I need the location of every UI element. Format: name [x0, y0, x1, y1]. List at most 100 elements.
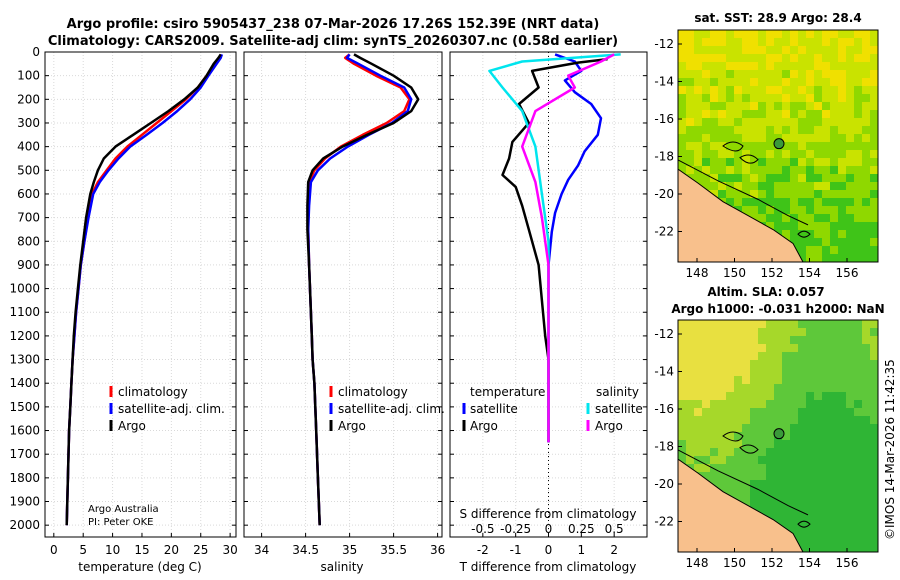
- map-cell: [854, 86, 862, 94]
- map-cell: [822, 464, 830, 472]
- map-cell: [710, 392, 718, 400]
- map-cell: [854, 230, 862, 238]
- map-cell: [742, 102, 750, 110]
- salinity-legend: climatology satellite-adj. clim. Argo: [329, 385, 445, 433]
- map-cell: [870, 214, 878, 222]
- map-cell: [822, 102, 830, 110]
- map-cell: [814, 328, 822, 336]
- map-cell: [718, 182, 726, 190]
- map-cell: [782, 174, 790, 182]
- map-cell: [790, 520, 798, 528]
- map-cell: [774, 360, 782, 368]
- depth-tick-label: 1100: [9, 305, 40, 319]
- map-cell: [766, 142, 774, 150]
- map-cell: [766, 182, 774, 190]
- depth-tick-label: 300: [17, 116, 40, 130]
- map-cell: [854, 38, 862, 46]
- map-cell: [830, 102, 838, 110]
- map-cell: [822, 254, 830, 262]
- map-cell: [854, 536, 862, 544]
- map-cell: [846, 360, 854, 368]
- map-cell: [710, 54, 718, 62]
- map-cell: [830, 336, 838, 344]
- map-cell: [822, 214, 830, 222]
- map-cell: [870, 94, 878, 102]
- map-cell: [822, 440, 830, 448]
- map-cell: [806, 190, 814, 198]
- map-cell: [694, 352, 702, 360]
- map-cell: [758, 86, 766, 94]
- map-cell: [694, 150, 702, 158]
- map-cell: [846, 78, 854, 86]
- map-cell: [830, 246, 838, 254]
- map-cell: [790, 344, 798, 352]
- map-cell: [734, 198, 742, 206]
- difference-legend: temperature salinity satellite Argo sate…: [462, 385, 643, 433]
- map-cell: [758, 384, 766, 392]
- map-cell: [774, 38, 782, 46]
- map-cell: [758, 94, 766, 102]
- map-cell: [846, 400, 854, 408]
- map-cell: [678, 456, 686, 464]
- map-cell: [814, 110, 822, 118]
- x-tick-label: 15: [134, 543, 149, 557]
- map-cell: [742, 174, 750, 182]
- map-cell: [726, 360, 734, 368]
- map-cell: [798, 38, 806, 46]
- map-cell: [846, 62, 854, 70]
- map-cell: [846, 54, 854, 62]
- map-cell: [846, 174, 854, 182]
- map-cell: [798, 384, 806, 392]
- map-cell: [830, 400, 838, 408]
- map-cell: [790, 440, 798, 448]
- map-cell: [782, 94, 790, 102]
- map-cell: [726, 30, 734, 38]
- map-cell: [862, 408, 870, 416]
- map-cell: [838, 400, 846, 408]
- map-cell: [854, 182, 862, 190]
- map-cell: [702, 46, 710, 54]
- map-y-tick-label: -22: [654, 225, 674, 239]
- map-cell: [742, 78, 750, 86]
- map-cell: [766, 464, 774, 472]
- shelf-contour: [678, 159, 809, 226]
- map-cell: [782, 424, 790, 432]
- map-cell: [814, 496, 822, 504]
- map-cell: [734, 142, 742, 150]
- map-cell: [806, 496, 814, 504]
- map-cell: [694, 320, 702, 328]
- map-cell: [838, 440, 846, 448]
- map-cell: [870, 62, 878, 70]
- map-cell: [734, 174, 742, 182]
- map-cell: [862, 464, 870, 472]
- map-cell: [870, 150, 878, 158]
- map-cell: [702, 38, 710, 46]
- map-cell: [750, 392, 758, 400]
- map-cell: [702, 384, 710, 392]
- reef-outline: [722, 431, 744, 442]
- map-cell: [870, 182, 878, 190]
- map-cell: [686, 424, 694, 432]
- map-cell: [710, 472, 718, 480]
- map-cell: [686, 142, 694, 150]
- depth-tick-label: 1800: [9, 471, 40, 485]
- map-cell: [718, 368, 726, 376]
- map-cell: [790, 230, 798, 238]
- map-cell: [846, 416, 854, 424]
- map-cell: [678, 86, 686, 94]
- map-cell: [830, 206, 838, 214]
- map-cell: [854, 54, 862, 62]
- map-cell: [766, 424, 774, 432]
- map-cell: [870, 352, 878, 360]
- map-cell: [702, 70, 710, 78]
- map-cell: [742, 134, 750, 142]
- map-cell: [806, 86, 814, 94]
- map-cell: [846, 464, 854, 472]
- map-cell: [774, 384, 782, 392]
- map-cell: [710, 448, 718, 456]
- argo-float-marker: [773, 138, 785, 150]
- map-cell: [870, 480, 878, 488]
- map-cell: [774, 174, 782, 182]
- map-cell: [750, 86, 758, 94]
- map-cell: [766, 150, 774, 158]
